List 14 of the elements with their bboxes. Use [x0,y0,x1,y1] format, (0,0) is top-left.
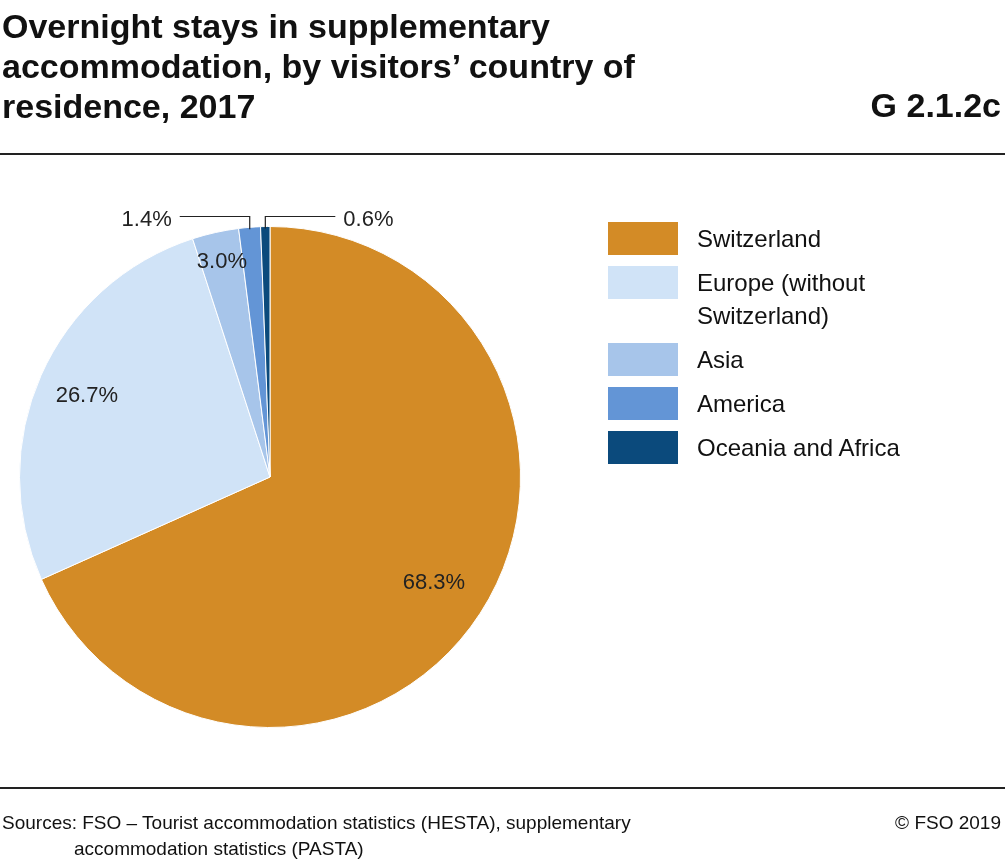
chart-title: Overnight stays in supplementary accommodation, by visitors’ country of residence, 2017 [2,6,636,126]
data-label: 1.4% [121,205,172,231]
data-label: 26.7% [55,381,119,407]
data-label: 0.6% [343,205,394,231]
text: © FSO 2019 [895,811,1001,835]
data-label: 3.0% [196,247,247,273]
data-label: 68.3% [402,569,466,595]
text: G 2.1.2c [870,86,1001,125]
legend-label: Europe (without Switzerland) [697,268,867,331]
legend-label: Oceania and Africa [697,433,901,463]
legend-label: Asia [697,345,745,375]
source-note: Sources: FSO – Tourist accommodation statistics (HESTA), supplementary accommodation statistics (PASTA) [2,811,632,861]
legend-label: America [697,389,787,419]
legend-label: Switzerland [697,224,823,254]
